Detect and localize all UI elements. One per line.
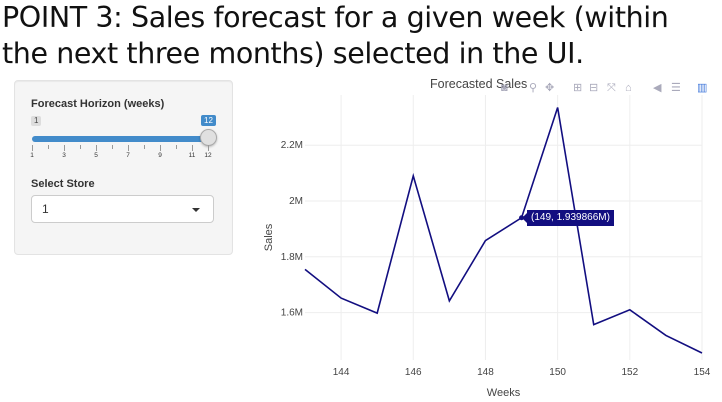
slider-tick-label: 1 — [30, 152, 34, 159]
forecast-horizon-label: Forecast Horizon (weeks) — [31, 98, 165, 110]
slider-major-tick — [64, 145, 65, 151]
slider-tick — [144, 145, 145, 149]
sidebar-panel: Forecast Horizon (weeks) 1 12 1 3 5 7 9 11 12 … — [14, 80, 233, 255]
store-select[interactable]: 1 — [31, 195, 214, 223]
slider-major-tick — [160, 145, 161, 151]
zoom-out-icon[interactable]: ⊟ — [589, 82, 599, 94]
chevron-down-icon — [192, 208, 200, 212]
autoscale-icon[interactable]: ⤧ — [607, 82, 616, 94]
slide-title: POINT 3: Sales forecast for a given week… — [2, 1, 669, 70]
chart-title: Forecasted Sales — [430, 77, 528, 91]
x-tick-label: 146 — [405, 367, 422, 378]
y-tick-label: 2.2M — [281, 140, 303, 151]
y-tick-label: 1.8M — [281, 252, 303, 263]
slider-tick — [48, 145, 49, 149]
chart-axes: 144 146 148 150 152 154 1.6M 1.8M 2M 2.2M — [281, 140, 711, 378]
y-tick-label: 2M — [289, 196, 303, 207]
x-tick-label: 154 — [694, 367, 711, 378]
slider-major-tick — [128, 145, 129, 151]
slider-tick-label: 7 — [126, 152, 130, 159]
zoom-in-icon[interactable]: ⊞ — [573, 82, 583, 94]
slider-min-badge: 1 — [31, 116, 42, 126]
slider-ticks: 1 3 5 7 9 11 12 — [15, 145, 232, 163]
slider-value-badge: 12 — [201, 115, 216, 126]
slider-tick — [176, 145, 177, 149]
camera-icon[interactable]: ◙ — [501, 82, 508, 94]
slider-tick-label: 12 — [204, 152, 212, 159]
store-select-value: 1 — [42, 202, 49, 216]
slider-tick — [80, 145, 81, 149]
slider-tick-label: 9 — [158, 152, 162, 159]
closest-hover-icon[interactable]: ☰ — [671, 82, 681, 94]
slider-track[interactable] — [32, 136, 208, 142]
plotly-logo-icon[interactable]: ▥ — [697, 82, 708, 94]
sales-series-line[interactable] — [304, 107, 703, 354]
slider-tick-label: 11 — [188, 152, 196, 159]
select-store-label: Select Store — [31, 178, 95, 190]
slider-tick — [112, 145, 113, 149]
slider-major-tick — [208, 145, 209, 151]
slider-fill — [32, 136, 208, 142]
forecast-line-chart[interactable]: 144 146 148 150 152 154 1.6M 1.8M 2M 2.2M Weeks S… — [250, 95, 720, 402]
x-tick-label: 152 — [621, 367, 638, 378]
zoom-icon[interactable]: ⚲ — [529, 82, 538, 94]
y-tick-label: 1.6M — [281, 308, 303, 319]
x-tick-label: 150 — [549, 367, 566, 378]
slider-handle[interactable] — [200, 129, 217, 146]
hover-tooltip: (149, 1.939866M) — [522, 210, 614, 226]
chart-gridlines — [305, 95, 703, 360]
slider-major-tick — [32, 145, 33, 151]
compare-hover-icon[interactable]: ◀ — [653, 82, 662, 94]
chart-series[interactable] — [304, 107, 703, 354]
y-axis-label: Sales — [263, 223, 275, 251]
x-tick-label: 144 — [333, 367, 350, 378]
slider-major-tick — [96, 145, 97, 151]
home-icon[interactable]: ⌂ — [625, 82, 632, 94]
x-axis-label: Weeks — [487, 387, 521, 399]
x-tick-label: 148 — [477, 367, 494, 378]
slider-major-tick — [192, 145, 193, 151]
slider-tick-label: 5 — [94, 152, 98, 159]
pan-icon[interactable]: ✥ — [545, 82, 555, 94]
slider-tick-label: 3 — [62, 152, 66, 159]
